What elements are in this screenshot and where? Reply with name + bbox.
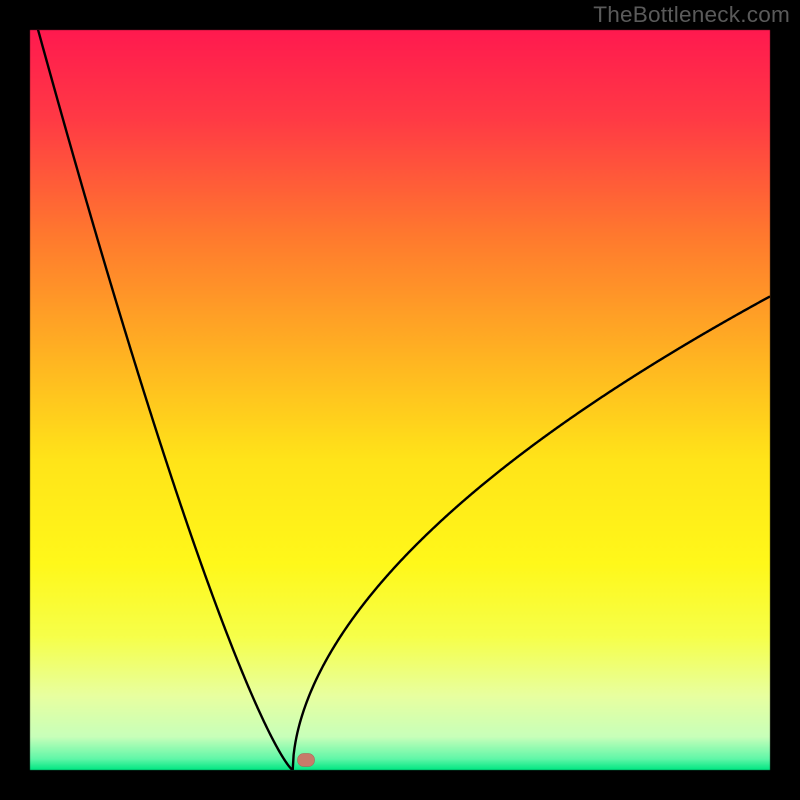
gradient-background: [0, 0, 800, 800]
watermark-text: TheBottleneck.com: [593, 2, 790, 28]
chart-stage: { "meta": { "watermark": "TheBottleneck.…: [0, 0, 800, 800]
